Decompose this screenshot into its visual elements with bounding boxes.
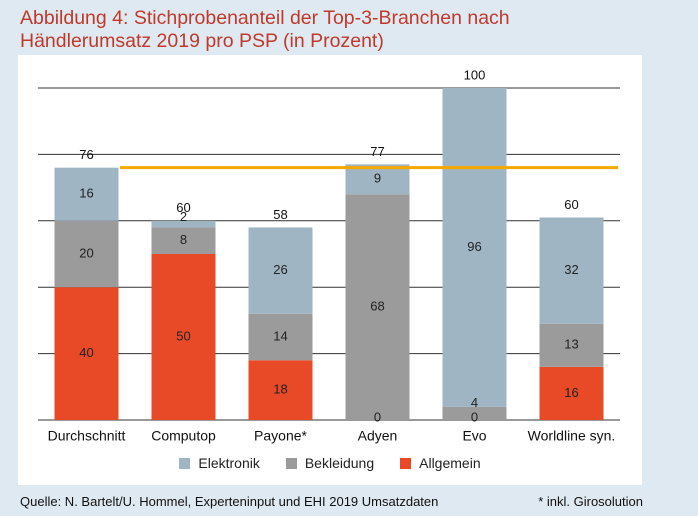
category-label-3: Adyen	[358, 428, 398, 444]
total-label-0: 76	[79, 147, 93, 162]
segment-label-allgemein-4: 0	[471, 409, 478, 424]
legend-item-bekleidung: Bekleidung	[285, 455, 375, 471]
segment-label-elektronik-0: 16	[79, 186, 93, 201]
source-note: Quelle: N. Bartelt/U. Hommel, Expertenin…	[20, 494, 439, 509]
legend-swatch-allgemein	[400, 457, 412, 469]
segment-label-bekleidung-5: 13	[564, 337, 578, 352]
category-label-1: Computop	[151, 428, 216, 444]
legend-swatch-elektronik	[179, 457, 191, 469]
bar-segment-bekleidung-3	[345, 194, 410, 420]
chart-title: Abbildung 4: Stichprobenanteil der Top-3…	[20, 7, 680, 53]
legend-item-allgemein: Allgemein	[400, 455, 481, 471]
bar-segment-bekleidung-4	[442, 406, 507, 420]
bar-segment-elektronik-5	[539, 217, 604, 324]
footnote: * inkl. Girosolution	[538, 494, 643, 509]
legend-label-allgemein: Allgemein	[419, 455, 481, 471]
segment-label-bekleidung-0: 20	[79, 245, 93, 260]
bar-segment-allgemein-1	[151, 254, 216, 420]
legend-item-elektronik: Elektronik	[179, 455, 260, 471]
bar-segment-elektronik-4	[442, 88, 507, 407]
segment-label-allgemein-3: 0	[374, 409, 381, 424]
segment-label-bekleidung-4: 4	[471, 395, 478, 410]
title-line-1: Abbildung 4: Stichprobenanteil der Top-3…	[20, 7, 510, 29]
bar-segment-bekleidung-2	[248, 313, 313, 361]
bar-segment-allgemein-5	[539, 366, 604, 420]
segment-label-bekleidung-2: 14	[273, 328, 287, 343]
total-label-1: 60	[176, 200, 190, 215]
segment-label-elektronik-5: 32	[564, 262, 578, 277]
segment-label-allgemein-2: 18	[273, 382, 287, 397]
segment-label-allgemein-1: 50	[176, 328, 190, 343]
bar-segment-elektronik-3	[345, 164, 410, 195]
bar-segment-bekleidung-1	[151, 227, 216, 254]
total-label-3: 77	[370, 144, 384, 159]
chart-legend: Elektronik Bekleidung Allgemein	[18, 455, 642, 471]
chart-panel: 40 20 16 76 Durchschnitt 50 8 2 60 Computop 18 14 26…	[18, 55, 642, 485]
category-label-0: Durchschnitt	[48, 428, 126, 444]
stacked-bar-chart: 40201676Durchschnitt508260Computop181426…	[38, 67, 620, 444]
segment-label-bekleidung-1: 8	[180, 232, 187, 247]
bar-segment-elektronik-0	[54, 167, 119, 221]
bar-segment-allgemein-0	[54, 287, 119, 420]
segment-label-elektronik-2: 26	[273, 262, 287, 277]
bar-segment-bekleidung-0	[54, 220, 119, 288]
total-label-2: 58	[273, 207, 287, 222]
legend-label-elektronik: Elektronik	[198, 455, 260, 471]
total-label-5: 60	[564, 197, 578, 212]
segment-label-elektronik-4: 96	[467, 239, 481, 254]
category-label-5: Worldline syn.	[528, 428, 616, 444]
segment-label-elektronik-3: 9	[374, 171, 381, 186]
category-label-2: Payone*	[254, 428, 307, 444]
bar-segment-bekleidung-5	[539, 323, 604, 367]
legend-label-bekleidung: Bekleidung	[304, 455, 375, 471]
title-line-2: Händlerumsatz 2019 pro PSP (in Prozent)	[20, 30, 384, 52]
total-label-4: 100	[464, 67, 486, 82]
legend-swatch-bekleidung	[285, 457, 297, 469]
category-label-4: Evo	[462, 428, 486, 444]
segment-label-allgemein-5: 16	[564, 385, 578, 400]
bar-segment-allgemein-2	[248, 360, 313, 420]
segment-label-allgemein-0: 40	[79, 345, 93, 360]
bar-segment-elektronik-1	[151, 220, 216, 228]
segment-label-elektronik-1: 2	[180, 209, 187, 224]
bar-segment-elektronik-2	[248, 227, 313, 314]
segment-label-bekleidung-3: 68	[370, 299, 384, 314]
